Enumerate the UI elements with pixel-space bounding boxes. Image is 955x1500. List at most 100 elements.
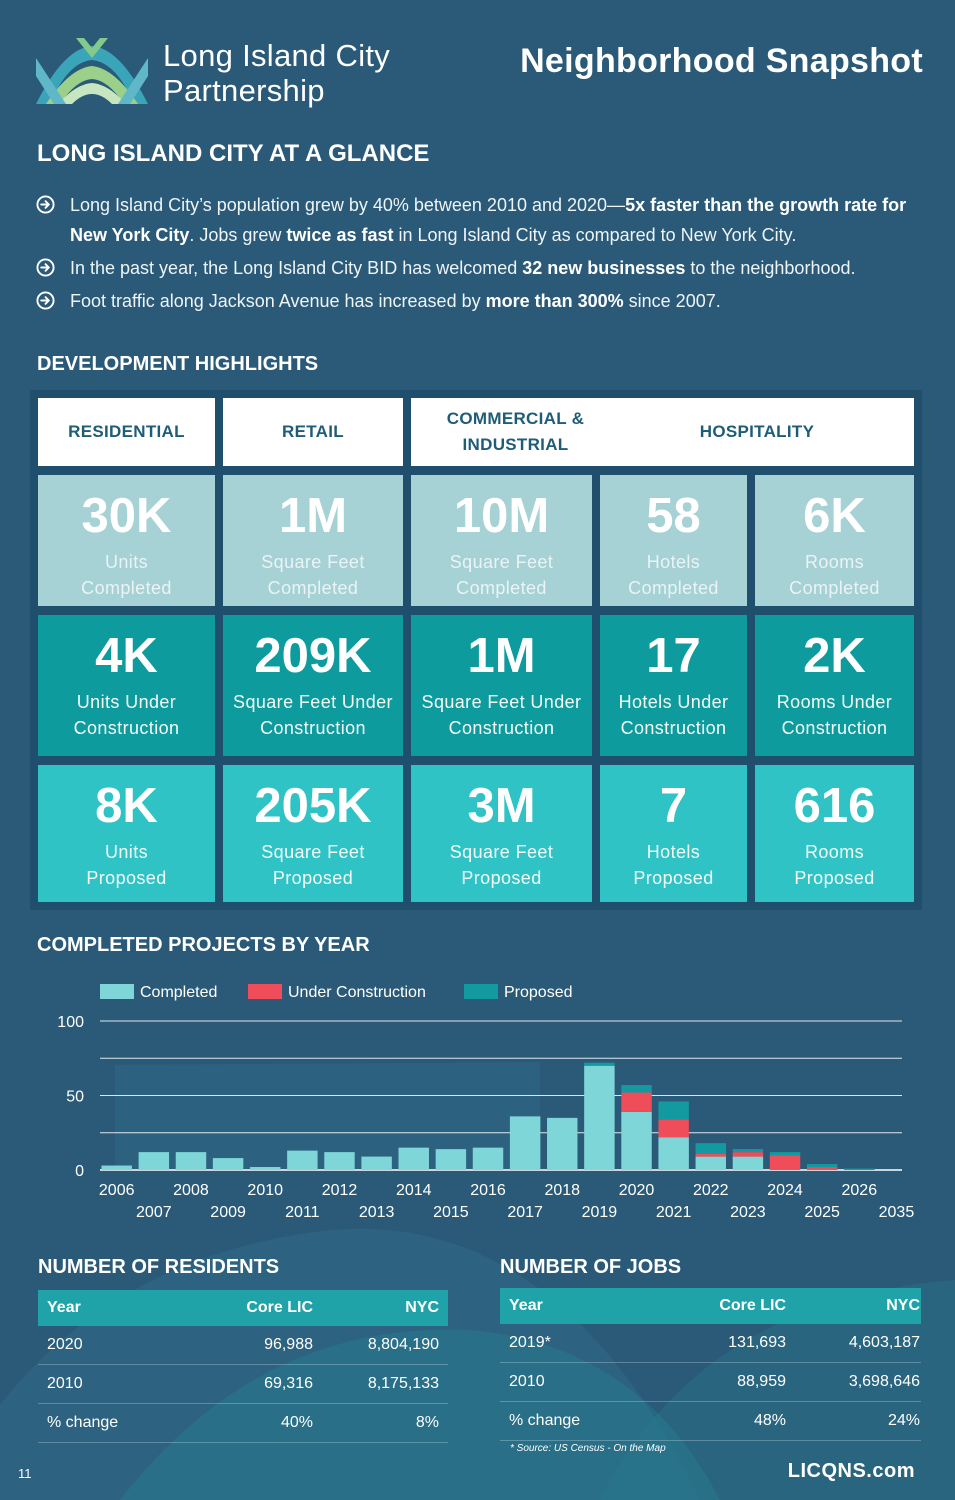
cell-nyc: 24%	[887, 1412, 920, 1429]
x-tick-label: 2012	[322, 1182, 358, 1199]
stat-tile-residential: 30K Units Completed	[38, 475, 215, 606]
cell-nyc: 8%	[415, 1414, 439, 1431]
x-tick-label: 2019	[582, 1204, 618, 1221]
stat-value: 7	[659, 779, 688, 833]
jobs-table: Year Core LIC NYC 2019* 131,693 4,603,18…	[500, 1288, 921, 1441]
bar-segment	[769, 1152, 801, 1156]
bar-segment	[138, 1152, 170, 1170]
x-tick-label: 2020	[619, 1182, 655, 1199]
stat-value: 6K	[803, 489, 866, 543]
bar-segment	[621, 1111, 652, 1170]
arrow-circle-icon	[36, 258, 55, 277]
stat-label: Square Feet Proposed	[449, 842, 554, 888]
bar-segment	[175, 1152, 207, 1170]
lic-partnership-logo-icon	[36, 38, 148, 104]
cell-year: 2010	[509, 1373, 545, 1390]
x-tick-label: 2015	[433, 1204, 469, 1221]
stat-label: Hotels Under Construction	[618, 692, 729, 738]
stat-value: 3M	[467, 779, 536, 833]
cell-core-lic: 48%	[753, 1412, 786, 1429]
bar-segment	[584, 1062, 615, 1066]
x-tick-label: 2007	[136, 1204, 172, 1221]
col-year-header: Year	[47, 1299, 81, 1316]
stat-tile-commercial: 10M Square Feet Completed	[411, 475, 592, 606]
completed-projects-chart: Completed Under Construction Proposed 0 50 10…	[57, 984, 915, 1221]
x-tick-label: 2025	[804, 1204, 840, 1221]
x-tick-label: 2026	[842, 1182, 878, 1199]
cell-year: 2010	[47, 1375, 83, 1392]
legend-label: Under Construction	[288, 984, 426, 1001]
jobs-heading: NUMBER OF JOBS	[500, 1256, 682, 1278]
development-grid: RESIDENTIAL RETAIL COMMERCIAL & INDUSTRIAL…	[30, 390, 922, 910]
website-link[interactable]: LICQNS.com	[787, 1460, 915, 1482]
cell-year: 2019*	[509, 1334, 551, 1351]
stat-value: 2K	[803, 629, 866, 683]
residents-heading: NUMBER OF RESIDENTS	[38, 1256, 280, 1278]
category-header-hospitality: HOSPITALITY	[600, 398, 914, 466]
stat-tile-hotels: 7 Hotels Proposed	[600, 765, 747, 902]
snapshot-title: Neighborhood Snapshot	[520, 42, 923, 80]
bar-segment	[250, 1167, 281, 1170]
table-row: 2020 96,988 8,804,190	[38, 1326, 448, 1365]
x-tick-label: 2021	[656, 1204, 692, 1221]
bar-segment	[806, 1167, 838, 1170]
stat-value: 58	[646, 489, 701, 543]
bullet-text: Long Island City’s population grew by 40…	[70, 195, 626, 215]
col-core-lic-header: Core LIC	[246, 1299, 313, 1316]
x-tick-label: 2016	[470, 1182, 506, 1199]
stat-label: Units Under Construction	[73, 692, 180, 738]
table-row: % change 48% 24%	[500, 1402, 921, 1441]
legend-label: Completed	[140, 984, 217, 1001]
bar-segment	[806, 1164, 838, 1168]
bullet-text: to the neighborhood.	[685, 258, 856, 278]
stat-label: Square Feet Completed	[261, 552, 365, 598]
table-row: 2010 88,959 3,698,646	[500, 1363, 921, 1402]
bar-segment	[509, 1116, 541, 1170]
bar-segment	[695, 1156, 727, 1170]
bullet-highlight: 32 new businesses	[522, 258, 686, 278]
legend-swatch	[464, 984, 498, 999]
bullet-text: since 2007.	[623, 291, 721, 311]
cell-core-lic: 69,316	[264, 1375, 313, 1392]
table-row: 2010 69,316 8,175,133	[38, 1365, 448, 1404]
stat-label: Rooms Under Construction	[776, 692, 893, 738]
x-tick-label: 2035	[879, 1204, 915, 1221]
bar-segment	[621, 1085, 652, 1093]
cell-nyc: 8,175,133	[367, 1375, 439, 1392]
cell-core-lic: 131,693	[728, 1334, 786, 1351]
y-tick-label: 50	[66, 1089, 84, 1106]
cell-year: % change	[509, 1412, 581, 1429]
stat-tile-retail: 205K Square Feet Proposed	[223, 765, 403, 902]
stat-tile-rooms: 616 Rooms Proposed	[755, 765, 914, 902]
glance-bullet-list: Long Island City’s population grew by 40…	[36, 190, 926, 319]
stat-tile-hotels: 17 Hotels Under Construction	[600, 615, 747, 756]
stat-value: 17	[646, 629, 701, 683]
stat-label: Hotels Proposed	[633, 842, 714, 888]
col-core-lic-header: Core LIC	[719, 1297, 786, 1314]
x-tick-label: 2014	[396, 1182, 432, 1199]
col-nyc-header: NYC	[886, 1297, 920, 1314]
stat-tile-rooms: 6K Rooms Completed	[755, 475, 914, 606]
bar-segment	[732, 1149, 764, 1153]
glance-bullet: Foot traffic along Jackson Avenue has in…	[36, 286, 926, 316]
category-header-commercial-industrial: COMMERCIAL & INDUSTRIAL	[411, 398, 620, 466]
cell-core-lic: 40%	[280, 1414, 313, 1431]
bar-segment	[472, 1147, 504, 1170]
development-heading: DEVELOPMENT HIGHLIGHTS	[37, 353, 319, 375]
glance-bullet: In the past year, the Long Island City B…	[36, 253, 926, 283]
stat-value: 4K	[95, 629, 158, 683]
table-row: 2019* 131,693 4,603,187	[500, 1324, 921, 1363]
bar-segment	[101, 1165, 132, 1170]
stat-value: 1M	[467, 629, 536, 683]
bullet-text: in Long Island City as compared to New Y…	[393, 225, 797, 245]
stat-value: 8K	[95, 779, 158, 833]
bullet-text: Foot traffic along Jackson Avenue has in…	[70, 291, 486, 311]
legend-swatch	[248, 984, 282, 999]
y-tick-label: 0	[75, 1163, 84, 1180]
table-header: Year Core LIC NYC	[500, 1288, 921, 1324]
x-tick-label: 2006	[99, 1182, 135, 1199]
stat-label: Square Feet Proposed	[261, 842, 365, 888]
stat-value: 209K	[254, 629, 372, 683]
x-tick-label: 2011	[285, 1204, 320, 1221]
bullet-highlight: more than 300%	[485, 291, 624, 311]
